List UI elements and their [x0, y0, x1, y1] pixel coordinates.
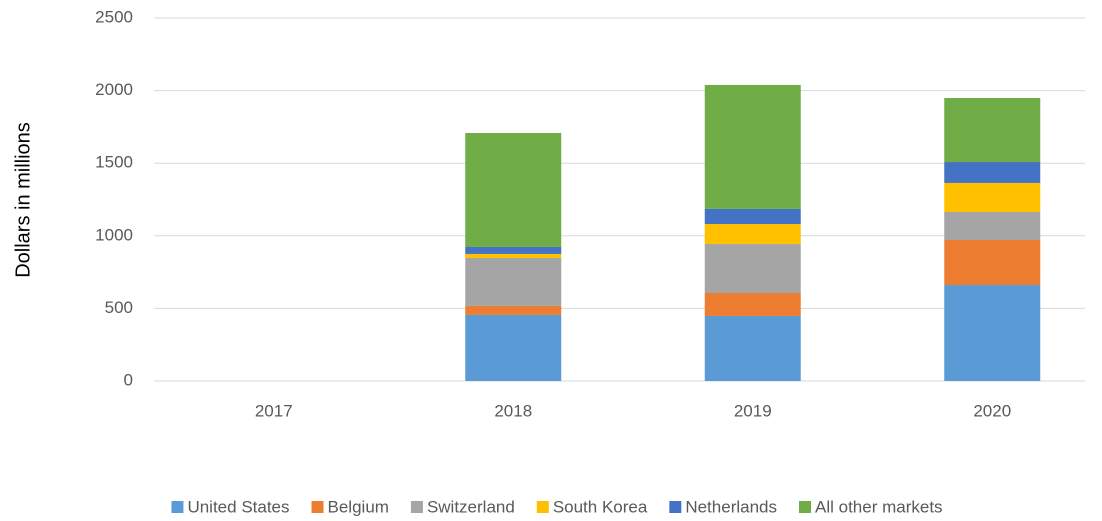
bar-segment [704, 224, 801, 244]
x-tick-label: 2019 [734, 401, 772, 420]
y-axis-label: Dollars in millions [12, 122, 34, 278]
bar-segment [704, 315, 801, 381]
bar-segment [465, 253, 562, 259]
bar-segment [944, 240, 1041, 286]
bar-segment [465, 132, 562, 247]
legend-label: All other markets [815, 497, 943, 516]
legend-swatch [311, 501, 324, 513]
x-tick-label: 2018 [494, 401, 532, 420]
x-tick-label: 2017 [255, 401, 293, 420]
y-tick-label: 2000 [95, 80, 133, 99]
bar-segment [704, 243, 801, 294]
bar-segment [704, 208, 801, 225]
y-tick-label: 500 [105, 298, 133, 317]
y-tick-label: 1500 [95, 153, 133, 172]
bar-segment [944, 211, 1041, 241]
bar-segment [465, 314, 562, 381]
y-tick-label: 1000 [95, 225, 133, 244]
bar-segment [944, 162, 1041, 183]
legend-label: Belgium [328, 497, 389, 516]
legend-label: Netherlands [685, 497, 777, 516]
legend-swatch [669, 501, 682, 513]
legend-label: Switzerland [427, 497, 515, 516]
y-tick-label: 2500 [95, 7, 133, 26]
bar-segment [465, 258, 562, 306]
bar-segment [944, 182, 1041, 212]
bar-segment [465, 305, 562, 315]
legend-swatch [410, 501, 423, 513]
x-tick-label: 2020 [973, 401, 1011, 420]
bar-segment [465, 246, 562, 254]
legend-swatch [536, 501, 549, 513]
legend-swatch [799, 501, 811, 513]
y-tick-label: 0 [124, 370, 133, 389]
legend-label: South Korea [553, 497, 648, 516]
bar-segment [944, 98, 1041, 163]
legend-label: United States [187, 497, 289, 516]
legend-swatch [171, 501, 184, 513]
bar-segment [944, 285, 1041, 381]
bar-segment [704, 293, 801, 316]
bar-segment [704, 84, 801, 209]
